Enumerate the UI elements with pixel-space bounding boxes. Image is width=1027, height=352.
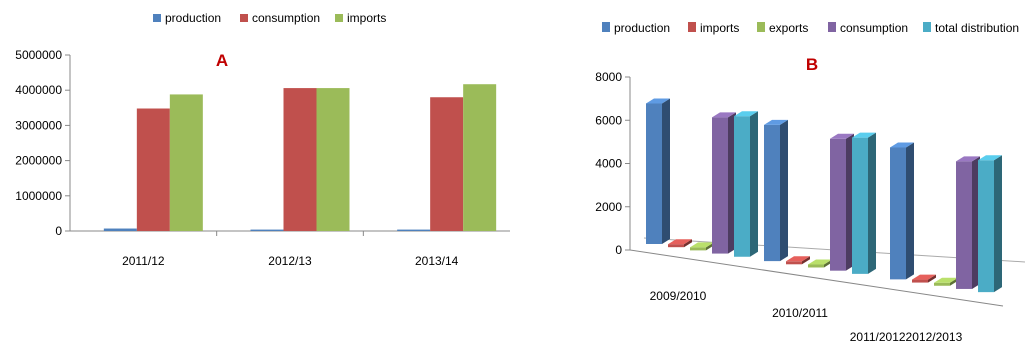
- bar-imports-2011/20122012/2013: [912, 279, 928, 283]
- bar-top-imports-2010/2011: [786, 256, 810, 262]
- bar-top-production-2009/2010: [646, 98, 670, 104]
- bar-top-exports-2011/20122012/2013: [934, 277, 958, 283]
- legend-label-imports: imports: [700, 21, 739, 35]
- x-tick-label-b: 2010/2011: [772, 306, 828, 320]
- bar-consumption-2010/2011: [830, 138, 846, 271]
- bar-consumption-2011/20122012/2013: [956, 161, 972, 289]
- y-tick-label-b: 0: [615, 243, 622, 257]
- bar-side-imports-2011/20122012/2013: [928, 274, 936, 283]
- legend-swatch-consumption: [240, 14, 248, 22]
- x-tick-label: 2011/12: [122, 254, 165, 268]
- y-tick-label: 2000000: [15, 154, 62, 168]
- chart-a-svg: production consumption imports A 0 1000000 200…: [15, 11, 510, 268]
- bar-imports-2009/2010: [668, 244, 684, 248]
- bar-consumption-2012/13: [283, 88, 317, 231]
- legend-swatch-consumption: [828, 22, 836, 32]
- bar-production-2011/20122012/2013: [890, 147, 906, 280]
- bar-top-total-distribution-2009/2010: [734, 111, 758, 117]
- chart-b-svg: production imports exports consumption total…: [595, 21, 1026, 344]
- y-tick-label-b: 8000: [595, 70, 622, 84]
- bar-top-production-2011/20122012/2013: [890, 142, 914, 148]
- bar-top-total-distribution-2011/20122012/2013: [978, 155, 1002, 161]
- legend-label-exports: exports: [769, 21, 808, 35]
- bar-production-2011/12: [103, 228, 137, 231]
- chart-panel-a: production consumption imports A 0 1000000 200…: [0, 0, 520, 347]
- bar-exports-2010/2011: [808, 264, 824, 268]
- bar-consumption-2011/12: [136, 108, 170, 231]
- bar-total-distribution-2011/20122012/2013: [978, 160, 994, 293]
- y-tick-label-b: 2000: [595, 200, 622, 214]
- legend-swatch-production: [602, 22, 610, 32]
- x-axis-line-b: [629, 249, 1004, 307]
- bar-imports-2012/13: [316, 88, 350, 231]
- panel-label-b: B: [806, 55, 818, 74]
- bar-production-2009/2010: [646, 103, 662, 244]
- bar-side-production-2009/2010: [662, 98, 670, 244]
- y-tick-label-b: 6000: [595, 113, 622, 127]
- bar-top-imports-2011/20122012/2013: [912, 274, 936, 280]
- legend-label-production: production: [614, 21, 670, 35]
- bar-consumption-2013/14: [430, 97, 464, 232]
- bar-top-exports-2010/2011: [808, 259, 832, 265]
- panel-label-a: A: [216, 51, 228, 70]
- legend-label-consumption: consumption: [252, 11, 320, 25]
- y-tick-label: 3000000: [15, 118, 62, 132]
- x-tick-label-b: 2011/20122012/2013: [850, 330, 963, 344]
- bar-top-consumption-2009/2010: [712, 112, 736, 118]
- bar-side-imports-2009/2010: [684, 239, 692, 248]
- bar-exports-2011/20122012/2013: [934, 282, 950, 286]
- legend-label-total-distribution: total distribution: [935, 21, 1019, 35]
- bar-top-production-2010/2011: [764, 119, 788, 125]
- legend-swatch-exports: [757, 22, 765, 32]
- bar-top-imports-2009/2010: [668, 239, 692, 245]
- bar-side-total-distribution-2009/2010: [750, 111, 758, 257]
- y-tick-label-b: 4000: [595, 157, 622, 171]
- y-tick-label: 1000000: [15, 189, 62, 203]
- legend-swatch-production: [153, 14, 161, 22]
- bar-side-production-2010/2011: [780, 119, 788, 262]
- bar-total-distribution-2010/2011: [852, 137, 868, 274]
- x-tick-label-b: 2009/2010: [650, 289, 707, 303]
- bar-total-distribution-2009/2010: [734, 116, 750, 257]
- chart-panel-b: production imports exports consumption total…: [560, 0, 1027, 347]
- x-tick-label: 2013/14: [415, 254, 459, 268]
- legend-swatch-imports: [688, 22, 696, 32]
- legend-swatch-imports: [335, 14, 343, 22]
- legend-swatch-total-distribution: [923, 22, 931, 32]
- bar-top-consumption-2010/2011: [830, 133, 854, 139]
- legend-label-consumption: consumption: [840, 21, 908, 35]
- bar-imports-2011/12: [169, 94, 203, 231]
- bar-top-consumption-2011/20122012/2013: [956, 156, 980, 162]
- y-tick-label: 5000000: [15, 48, 62, 62]
- bar-top-total-distribution-2010/2011: [852, 132, 876, 138]
- bar-imports-2010/2011: [786, 261, 802, 265]
- bar-side-total-distribution-2010/2011: [868, 132, 876, 274]
- legend-label-production: production: [165, 11, 221, 25]
- bar-top-exports-2009/2010: [690, 242, 714, 248]
- bar-exports-2009/2010: [690, 247, 706, 251]
- bar-side-production-2011/20122012/2013: [906, 142, 914, 280]
- bar-production-2013/14: [397, 229, 431, 231]
- bar-side-total-distribution-2011/20122012/2013: [994, 155, 1002, 293]
- x-tick-label: 2012/13: [268, 254, 312, 268]
- bar-consumption-2009/2010: [712, 117, 728, 254]
- y-tick-label: 4000000: [15, 83, 62, 97]
- legend-label-imports: imports: [347, 11, 386, 25]
- bar-production-2012/13: [250, 229, 284, 231]
- y-tick-label: 0: [55, 224, 62, 238]
- bar-production-2010/2011: [764, 124, 780, 262]
- bar-imports-2013/14: [463, 84, 497, 231]
- bar-side-imports-2010/2011: [802, 256, 810, 265]
